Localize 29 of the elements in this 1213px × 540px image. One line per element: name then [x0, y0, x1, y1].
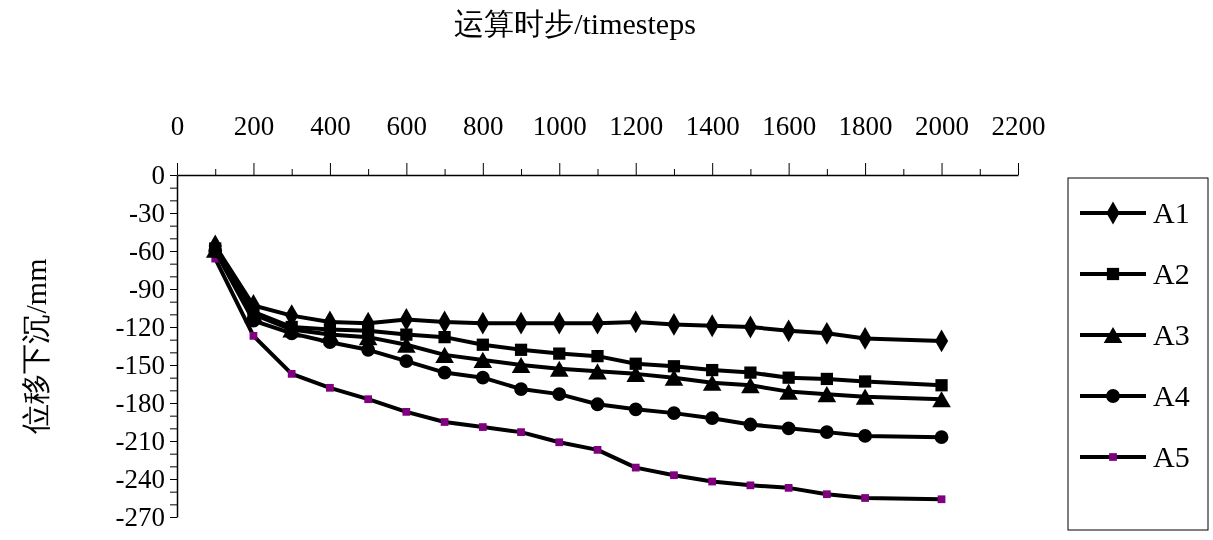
x-tick-label: 800 [463, 111, 504, 141]
legend-label: A2 [1153, 257, 1190, 290]
x-tick-label: 1200 [609, 111, 664, 141]
y-tick-label: -270 [115, 502, 165, 533]
y-tick-label: -120 [115, 312, 165, 343]
y-tick-label: -180 [115, 388, 165, 419]
x-axis-title: 运算时步/timesteps [454, 7, 696, 40]
x-tick-label: 2200 [991, 111, 1046, 141]
y-axis-title: 位移下沉/mm [19, 258, 52, 434]
legend-label: A5 [1153, 440, 1190, 473]
y-tick-label: -60 [129, 236, 165, 267]
x-tick-label: 0 [170, 111, 185, 141]
x-tick-label: 200 [233, 111, 275, 141]
x-tick-label: 400 [310, 111, 351, 141]
x-tick-label: 600 [386, 111, 428, 141]
x-tick-label: 1600 [762, 111, 817, 141]
x-tick-label: 2000 [915, 111, 970, 141]
x-tick-label: 1800 [838, 111, 893, 141]
x-tick-label: 1000 [532, 111, 587, 141]
legend-label: A1 [1153, 196, 1190, 229]
y-tick-label: -150 [115, 350, 165, 381]
y-tick-label: -240 [115, 464, 165, 495]
y-tick-label: -210 [115, 426, 165, 457]
y-tick-label: -30 [129, 198, 165, 229]
x-tick-label: 1400 [685, 111, 740, 141]
legend-label: A4 [1153, 379, 1190, 412]
y-tick-label: 0 [151, 160, 165, 191]
y-tick-label: -90 [129, 274, 165, 305]
legend-label: A3 [1153, 318, 1190, 351]
